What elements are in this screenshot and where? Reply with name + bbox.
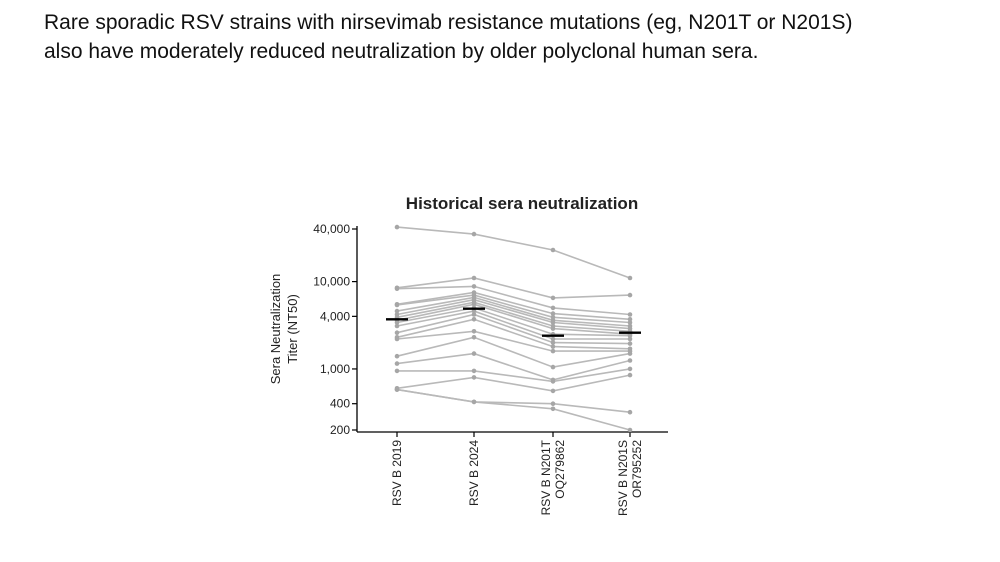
series-point	[471, 284, 477, 289]
y-axis-title-line: Titer (NT50)	[285, 294, 300, 364]
x-ticks: RSV B 2019 RSV B 2024 RSV B N201T OQ279862 R…	[390, 432, 644, 516]
series-point	[627, 372, 633, 378]
series-point	[471, 312, 477, 317]
series-point	[627, 317, 633, 322]
series-point	[627, 333, 633, 339]
series-point	[471, 335, 477, 340]
series-point	[394, 336, 400, 342]
x-category-label: RSV B 2019	[390, 440, 404, 506]
series-line	[396, 301, 631, 333]
series-line	[396, 318, 631, 350]
series-point	[471, 231, 477, 237]
x-category-label: RSV B N201T	[539, 439, 553, 515]
x-category-label: RSV B 2024	[467, 440, 481, 506]
series-point	[550, 247, 556, 253]
medians	[386, 307, 641, 337]
series-point	[471, 399, 477, 405]
series-point	[394, 361, 400, 366]
series-line	[396, 388, 631, 413]
series-line	[396, 291, 631, 321]
series-line	[396, 388, 631, 431]
series-point	[550, 320, 556, 325]
series-point	[627, 351, 633, 356]
series-point	[550, 336, 556, 342]
y-tick-label: 4,000	[320, 309, 350, 323]
series-line	[396, 226, 631, 279]
y-tick-label: 1,000	[320, 362, 350, 376]
series-line	[396, 310, 630, 340]
series-point	[627, 366, 633, 372]
series-point	[550, 295, 556, 301]
series-point	[471, 375, 477, 380]
series-point	[394, 387, 400, 392]
series-line	[396, 336, 631, 368]
series-point	[627, 312, 633, 317]
series-point	[627, 358, 633, 363]
series-line	[396, 298, 631, 330]
series-point	[394, 323, 400, 329]
series-point	[627, 275, 633, 281]
series-point	[471, 275, 477, 281]
series-point	[550, 379, 556, 384]
x-category-label: OR795252	[630, 440, 644, 498]
series-point	[550, 340, 556, 345]
series-point	[471, 302, 477, 307]
y-tick-label: 400	[330, 397, 350, 411]
series-point	[471, 317, 477, 322]
series-point	[627, 341, 633, 346]
series-point	[627, 292, 633, 298]
y-axis-title: Sera Neutralization Titer (NT50)	[268, 274, 300, 385]
series-point	[550, 388, 556, 394]
series-lines	[394, 224, 633, 433]
slide-text-line-2: also have moderately reduced neutralizat…	[44, 40, 759, 63]
series-point	[627, 409, 633, 415]
series-line	[396, 330, 630, 352]
series-point	[471, 368, 477, 374]
series-point	[550, 344, 556, 349]
series-point	[550, 348, 556, 354]
series-point	[550, 364, 556, 370]
series-point	[394, 353, 400, 359]
slide-text-line-1: Rare sporadic RSV strains with nirsevima…	[44, 11, 853, 34]
x-category-label: RSV B N201S	[616, 440, 630, 516]
x-category-label: OQ279862	[553, 440, 567, 499]
series-line	[396, 307, 631, 337]
series-point	[471, 308, 477, 314]
series-point	[394, 308, 400, 314]
series-line	[396, 313, 631, 345]
series-line	[396, 285, 631, 316]
series-point	[627, 336, 633, 342]
series-point	[550, 305, 556, 311]
series-point	[550, 326, 556, 331]
series-point	[550, 401, 556, 407]
y-tick-label: 40,000	[313, 222, 350, 236]
series-line	[396, 374, 631, 392]
series-point	[394, 302, 400, 308]
series-line	[396, 294, 631, 324]
series-point	[627, 427, 633, 433]
slide-text: Rare sporadic RSV strains with nirsevima…	[44, 8, 984, 66]
series-point	[471, 351, 477, 356]
y-tick-label: 10,000	[313, 275, 350, 289]
series-point	[394, 224, 400, 230]
series-line	[396, 296, 631, 327]
y-tick-label: 200	[330, 423, 350, 437]
series-point	[394, 320, 400, 325]
series-point	[627, 320, 633, 325]
series-line	[396, 277, 631, 299]
series-point	[394, 368, 400, 374]
series-point	[394, 286, 400, 292]
chart-title: Historical sera neutralization	[406, 194, 638, 213]
series-point	[550, 311, 556, 316]
series-line	[397, 368, 631, 383]
y-ticks: 40,000 10,000 4,000 1,000 400 200	[313, 222, 357, 437]
series-line	[396, 352, 631, 381]
series-point	[471, 329, 477, 334]
series-point	[394, 330, 400, 336]
y-axis-title-line: Sera Neutralization	[268, 274, 283, 385]
series-line	[396, 303, 631, 335]
series-point	[550, 406, 556, 412]
